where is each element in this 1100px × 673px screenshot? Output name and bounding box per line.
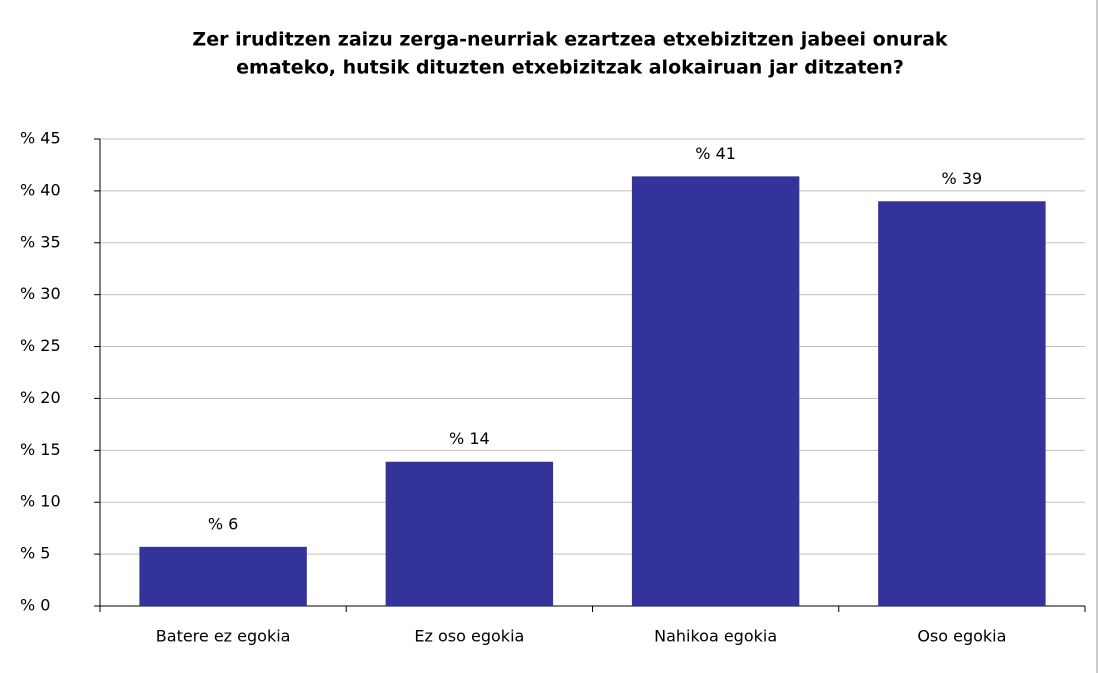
- y-tick-label: % 40: [20, 180, 61, 199]
- data-label: % 6: [208, 514, 238, 533]
- bar: [139, 546, 307, 606]
- y-tick-label: % 25: [20, 336, 61, 355]
- y-tick-label: % 15: [20, 440, 61, 459]
- y-tick-label: % 5: [20, 544, 50, 563]
- data-label: % 14: [449, 429, 490, 448]
- data-label: % 41: [695, 144, 736, 163]
- x-tick-label: Nahikoa egokia: [654, 627, 777, 646]
- x-tick-label: Oso egokia: [917, 627, 1006, 646]
- y-tick-label: % 10: [20, 492, 61, 511]
- bar: [385, 461, 554, 606]
- bar: [878, 201, 1046, 606]
- chart-title: Zer iruditzen zaizu zerga-neurriak ezart…: [192, 29, 948, 51]
- data-label: % 39: [942, 169, 983, 188]
- y-tick-label: % 20: [20, 388, 61, 407]
- y-tick-label: % 35: [20, 232, 61, 251]
- chart-title: emateko, hutsik dituzten etxebizitzak al…: [236, 57, 904, 79]
- y-tick-label: % 0: [20, 596, 50, 615]
- y-tick-label: % 45: [20, 129, 61, 148]
- x-tick-label: Ez oso egokia: [414, 627, 524, 646]
- y-tick-label: % 30: [20, 284, 61, 303]
- x-tick-label: Batere ez egokia: [156, 627, 291, 646]
- bar: [631, 176, 800, 607]
